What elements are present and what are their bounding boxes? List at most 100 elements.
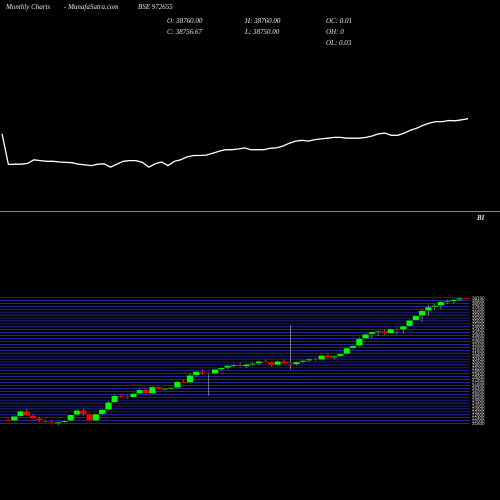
candle-body-up: [92, 413, 100, 421]
candle: [387, 328, 395, 335]
candle: [92, 413, 100, 422]
y-tick-label: 36000: [472, 316, 485, 321]
candle-body-down: [286, 363, 294, 365]
y-tick-label: 24400: [472, 401, 485, 406]
candle-body-up: [437, 301, 445, 306]
candle: [173, 381, 181, 389]
candle-body-down: [79, 410, 87, 415]
candle-body-up: [192, 371, 200, 376]
candle-body-up: [211, 369, 219, 374]
candle-body-up: [17, 410, 25, 417]
candle: [337, 353, 345, 357]
candle: [23, 408, 31, 417]
y-tick-label: 22800: [472, 412, 485, 417]
indicator-label: BI: [477, 214, 485, 222]
candle-body-down: [35, 418, 43, 421]
candle-body-down: [4, 419, 12, 422]
candle-body-down: [324, 355, 332, 358]
candle-body-up: [173, 381, 181, 388]
candle-body-down: [280, 361, 288, 364]
y-tick-label: 24000: [472, 404, 485, 409]
candle-body-up: [148, 386, 156, 394]
candle: [17, 410, 25, 417]
candle-body-up: [431, 305, 439, 308]
candle: [35, 417, 43, 423]
candle: [4, 418, 12, 422]
candle: [406, 319, 414, 327]
candle-body-up: [10, 416, 18, 421]
candle-body-up: [104, 402, 112, 410]
candle: [462, 297, 470, 300]
candle: [48, 420, 56, 425]
candle: [129, 392, 137, 398]
y-tick-label: 35600: [472, 319, 485, 324]
y-tick-label: 25200: [472, 395, 485, 400]
y-tick-label: 23200: [472, 409, 485, 414]
candle-body-down: [29, 415, 37, 419]
candle-body-up: [368, 331, 376, 335]
oh-value: OH: 0: [326, 28, 344, 36]
candle-body-down: [268, 361, 276, 366]
candle-body-up: [362, 333, 370, 339]
candle: [236, 362, 244, 368]
candle-body-up: [456, 298, 464, 300]
symbol-label: BSE 972655: [138, 3, 173, 11]
candle-body-up: [299, 360, 307, 363]
candle: [255, 360, 263, 365]
candle: [268, 361, 276, 367]
candle-body-up: [98, 409, 106, 415]
candle: [86, 413, 94, 422]
candle-body-down: [311, 358, 319, 361]
candle: [249, 362, 257, 366]
candle-body-down: [86, 413, 94, 421]
candle: [280, 359, 288, 365]
candle-body-down: [261, 361, 269, 363]
candle-body-up: [330, 355, 338, 358]
candle-body-up: [305, 358, 313, 361]
candle: [29, 414, 37, 420]
y-tick-label: 34800: [472, 324, 485, 329]
candle-body-up: [161, 388, 169, 390]
y-tick-label: 33600: [472, 333, 485, 338]
y-tick-label: 37600: [472, 304, 485, 309]
candle: [180, 379, 188, 384]
y-tick-label: 36800: [472, 310, 485, 315]
candle: [324, 353, 332, 359]
candle: [424, 304, 432, 316]
candle: [10, 415, 18, 422]
y-tick-label: 28000: [472, 374, 485, 379]
candle: [261, 359, 269, 363]
candle-body-up: [129, 393, 137, 398]
y-tick-label: 33200: [472, 336, 485, 341]
candle-body-down: [380, 331, 388, 334]
candle: [148, 386, 156, 395]
candle-body-up: [217, 367, 225, 370]
chart-period-label: Monthly Charts: [6, 3, 51, 11]
candle: [311, 357, 319, 362]
candle-body-up: [73, 410, 81, 415]
y-tick-label: 26800: [472, 383, 485, 388]
open-value: O: 38760.00: [167, 17, 203, 25]
candle: [399, 325, 407, 334]
candle-body-up: [111, 395, 119, 403]
candle-body-up: [406, 320, 414, 327]
candle-body-up: [54, 421, 62, 424]
candle-body-up: [337, 353, 345, 357]
candle: [293, 361, 301, 366]
candle-body-up: [230, 364, 238, 367]
candle-body-up: [418, 310, 426, 316]
candle-body-up: [387, 328, 395, 334]
candle: [79, 408, 87, 416]
y-tick-label: 22400: [472, 415, 485, 420]
candle-body-up: [60, 420, 68, 423]
candle: [355, 337, 363, 347]
candle-body-up: [293, 361, 301, 365]
candle: [449, 298, 457, 304]
y-tick-label: 23600: [472, 407, 485, 412]
y-tick-label: 25600: [472, 392, 485, 397]
candle: [330, 355, 338, 360]
y-tick-label: 30800: [472, 354, 485, 359]
y-tick-label: 38400: [472, 298, 485, 303]
site-name: - MunafaSutra.com: [64, 3, 119, 11]
